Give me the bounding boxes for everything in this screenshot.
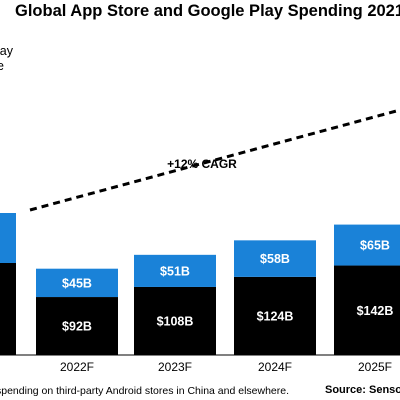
source-label: Source: Sensor: [325, 384, 400, 396]
bar-value-label-google-play-2023F: $51B: [160, 264, 190, 278]
bar-segment-google-play-2024F: [234, 240, 316, 277]
bar-value-label-app-store-2024F: $124B: [257, 309, 294, 323]
bar-segment-app-store-2021: [0, 263, 16, 355]
legend-app-store-label: e: [0, 59, 4, 73]
bar-segment-app-store-2023F: [134, 286, 216, 355]
bar-value-label-google-play-2022F: $45B: [62, 276, 92, 290]
legend-google-play-label: lay: [0, 44, 13, 58]
bar-segment-app-store-2025F: [334, 265, 400, 355]
bar-value-label-google-play-2025F: $65B: [360, 239, 390, 253]
bar-segment-google-play-2021: [0, 213, 16, 263]
cagr-annotation: +12% CAGR: [167, 157, 237, 171]
chart-title: Global App Store and Google Play Spendin…: [15, 2, 400, 20]
x-tick-label-2023F: 2023F: [158, 360, 192, 374]
bar-value-label-app-store-2025F: $142B: [357, 304, 394, 318]
x-tick-label-2024F: 2024F: [258, 360, 292, 374]
bar-segment-google-play-2022F: [36, 268, 118, 298]
bar-segment-app-store-2024F: [234, 276, 316, 355]
bar-value-label-app-store-2023F: $108B: [157, 314, 194, 328]
bar-segment-google-play-2023F: [134, 254, 216, 287]
footnote: spending on third-party Android stores i…: [0, 385, 290, 397]
bar-segment-google-play-2025F: [334, 224, 400, 266]
x-tick-label-2025F: 2025F: [358, 360, 392, 374]
bar-value-label-app-store-2022F: $92B: [62, 320, 92, 334]
cagr-trendline: [29, 108, 400, 212]
x-tick-label-2022F: 2022F: [60, 360, 94, 374]
bar-segment-app-store-2022F: [36, 297, 118, 355]
bar-value-label-google-play-2024F: $58B: [260, 252, 290, 266]
